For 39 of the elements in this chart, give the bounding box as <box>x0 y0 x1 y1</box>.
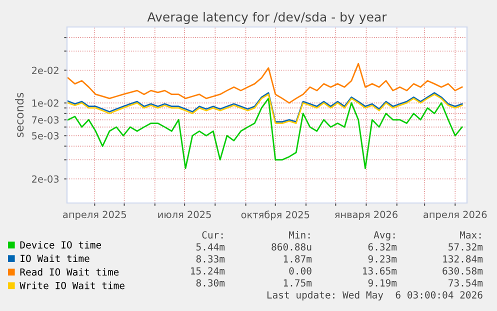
text: 5.44m <box>196 243 225 251</box>
y-tick-label: 5e-03 <box>32 132 59 140</box>
line-series <box>67 98 463 170</box>
legend-label: Read IO Wait time <box>20 268 119 276</box>
text: 1.87m <box>284 255 312 263</box>
y-axis-title: seconds <box>15 92 24 138</box>
y-tick-label: 2e-02 <box>32 66 58 74</box>
chart-title: Average latency for /dev/sda - by year <box>147 12 387 24</box>
text: 13.65m <box>363 267 397 275</box>
text: 860.88u <box>272 243 312 251</box>
x-tick-label: апреля 2025 <box>63 210 126 220</box>
text: 57.32m <box>448 243 483 251</box>
text: 8.30m <box>196 279 225 287</box>
line-series <box>67 62 463 104</box>
x-tick-label: октября 2025 <box>241 210 310 220</box>
text: 132.84m <box>443 255 483 263</box>
legend-label: Write IO Wait time <box>20 282 124 290</box>
text: Min: <box>288 231 310 238</box>
x-tick-label: июля 2025 <box>158 210 211 218</box>
text: 73.54m <box>448 279 483 287</box>
text: Avg: <box>374 231 395 240</box>
text: 9.23m <box>368 255 397 263</box>
text: 8.33m <box>196 255 225 263</box>
text: 0.00 <box>289 267 312 275</box>
text: 9.19m <box>368 279 397 287</box>
legend-label: Device IO time <box>20 241 102 249</box>
x-tick-label: апреля 2026 <box>424 210 487 220</box>
y-tick-label: 2e-03 <box>32 175 59 183</box>
y-tick-label: 1e-02 <box>32 99 58 107</box>
text: 15.24m <box>191 267 225 275</box>
x-tick-label: января 2026 <box>334 210 398 220</box>
text: 6.32m <box>368 243 397 251</box>
text: Last update: Wed May 6 03:00:04 2026 <box>267 291 482 300</box>
text: Max: <box>460 231 481 239</box>
y-tick-label: 7e-03 <box>32 116 59 124</box>
text: Cur: <box>202 231 223 239</box>
text: 1.75m <box>284 279 312 287</box>
legend-label: IO Wait time <box>20 254 90 262</box>
text: 630.58m <box>442 267 483 275</box>
